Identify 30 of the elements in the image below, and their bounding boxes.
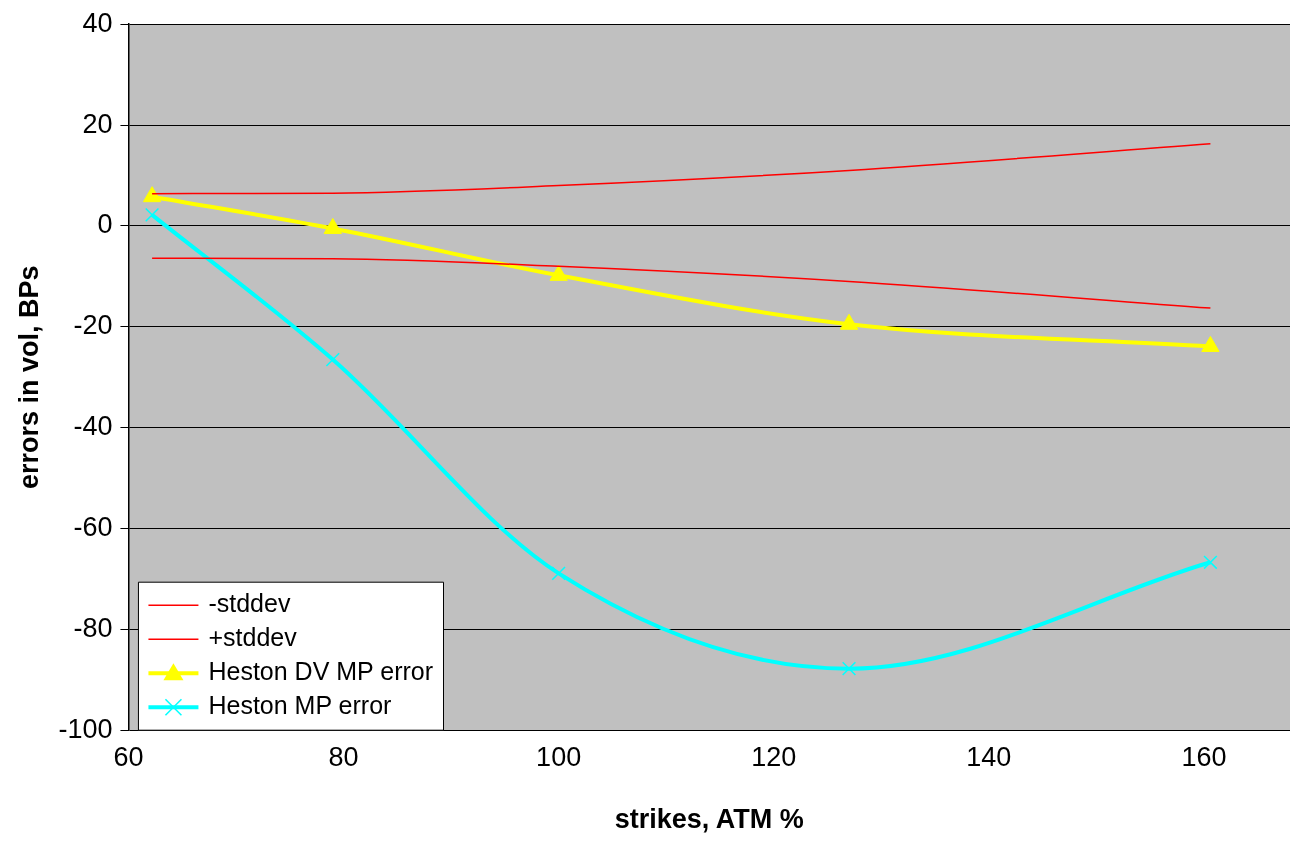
x-tick-label: 80 [328,741,359,772]
y-tick-label: -20 [73,310,113,341]
x-tick-label: 60 [113,741,144,772]
point [549,264,568,281]
x-tick-label: 140 [966,741,1012,772]
point [1201,335,1220,352]
y-tick-label: -60 [73,511,113,542]
point [323,217,342,234]
point [1203,555,1218,570]
x-axis-title: strikes, ATM % [614,804,804,835]
x-tick-label: 120 [751,741,797,772]
y-tick-label: 40 [82,7,113,38]
y-tick-label: -40 [73,411,113,442]
y-tick-label: 0 [97,209,113,240]
x-tick-label: 160 [1181,741,1227,772]
legend-label: +stddev [208,623,298,652]
point [325,352,340,367]
point [841,661,857,676]
line-series [151,257,1212,309]
y-tick-label: 20 [82,108,113,139]
legend-label: Heston MP error [208,691,392,720]
y-tick-label: -80 [73,612,113,643]
y-axis-title: errors in vol, BPs [13,265,44,489]
point [839,313,859,330]
legend-label: Heston DV MP error [208,657,434,686]
point [551,566,566,581]
x-tick-label: 100 [536,741,582,772]
point [142,186,162,203]
legend-label: -stddev [208,589,291,618]
y-tick-label: -100 [58,713,113,744]
